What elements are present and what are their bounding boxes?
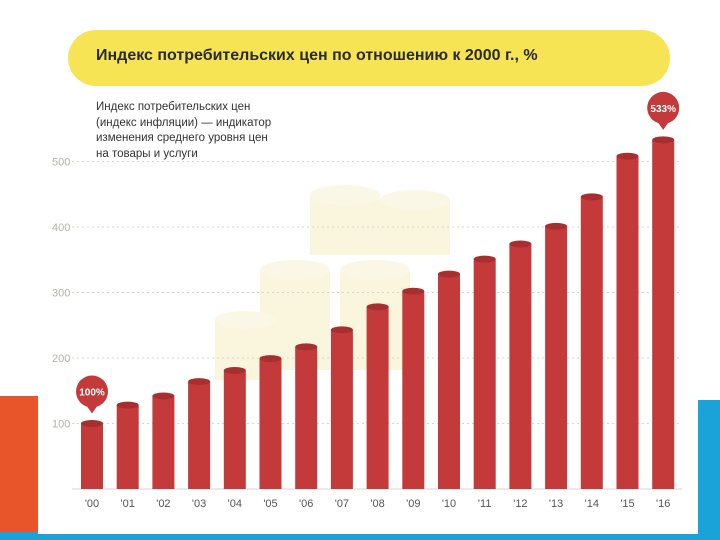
bar (438, 274, 460, 489)
bar-top (509, 240, 532, 248)
x-tick-label: '01 (121, 498, 135, 510)
bar-top (116, 401, 139, 409)
x-tick-label: '04 (228, 498, 242, 510)
annotation-pin: 533% (647, 91, 680, 130)
x-tick-label: '03 (192, 498, 206, 510)
bar (81, 423, 103, 489)
bar (259, 358, 282, 489)
annotations: 100% 533% (76, 91, 680, 414)
decor-blue-block (698, 400, 720, 540)
bar-top (652, 136, 675, 144)
bar-top (616, 152, 639, 160)
bar-top (223, 366, 246, 374)
bar (223, 370, 246, 489)
bar-top (188, 378, 211, 386)
title-banner (68, 30, 670, 86)
bar-top (81, 420, 103, 427)
decor-blue-stripe (0, 532, 720, 540)
bar-top (402, 287, 425, 295)
y-tick-label: 100 (52, 419, 70, 431)
y-tick-label: 500 (52, 157, 70, 169)
x-tick-label: '13 (549, 498, 563, 510)
x-tick-label: '00 (85, 498, 99, 510)
x-tick-label: '11 (478, 498, 492, 510)
bar (545, 226, 568, 489)
bar (509, 244, 532, 489)
x-tick-label: '08 (370, 498, 384, 510)
x-tick-label: '10 (442, 498, 456, 510)
bar (152, 395, 175, 489)
bar (188, 381, 211, 489)
bar (402, 291, 425, 489)
x-tick-label: '14 (585, 498, 599, 510)
x-tick-label: '12 (513, 498, 527, 510)
bar (473, 259, 496, 489)
bar-top (366, 303, 389, 311)
x-tick-label: '16 (656, 498, 670, 510)
bar-top (580, 193, 603, 201)
bar (295, 346, 318, 489)
x-tick-label: '02 (156, 498, 170, 510)
y-axis: 100 200 300 400 500 (52, 157, 70, 431)
bar (580, 196, 603, 489)
annotation-label: 533% (650, 104, 676, 115)
chart-title: Индекс потребительских цен по отношению … (96, 47, 538, 64)
decor-orange-block (0, 396, 40, 540)
bar-top (545, 222, 568, 230)
bar-top (259, 355, 282, 363)
bar-top (473, 255, 496, 263)
y-tick-label: 400 (52, 222, 70, 234)
bar-top (152, 392, 175, 400)
annotation-label: 100% (79, 388, 105, 399)
bar-top (295, 343, 318, 351)
chart-description: Индекс потребительских цен (индекс инфля… (96, 101, 272, 160)
bar (116, 405, 139, 489)
x-tick-label: '09 (406, 498, 420, 510)
y-tick-label: 300 (52, 288, 70, 300)
x-tick-label: '06 (299, 498, 313, 510)
x-axis: '00 '01 '02 '03 '04 '05 '06 '07 '08 '09 '10 '11 '12 '… (85, 498, 671, 510)
bar (652, 139, 675, 489)
bar (616, 156, 639, 489)
bar-top (438, 270, 460, 278)
y-tick-label: 200 (52, 353, 70, 365)
bar (330, 329, 353, 489)
x-tick-label: '05 (263, 498, 277, 510)
bar-top (330, 326, 353, 334)
bars (81, 136, 675, 489)
annotation-pin: 100% (76, 375, 108, 414)
bar (366, 306, 389, 489)
x-tick-label: '15 (620, 498, 634, 510)
x-tick-label: '07 (335, 498, 349, 510)
